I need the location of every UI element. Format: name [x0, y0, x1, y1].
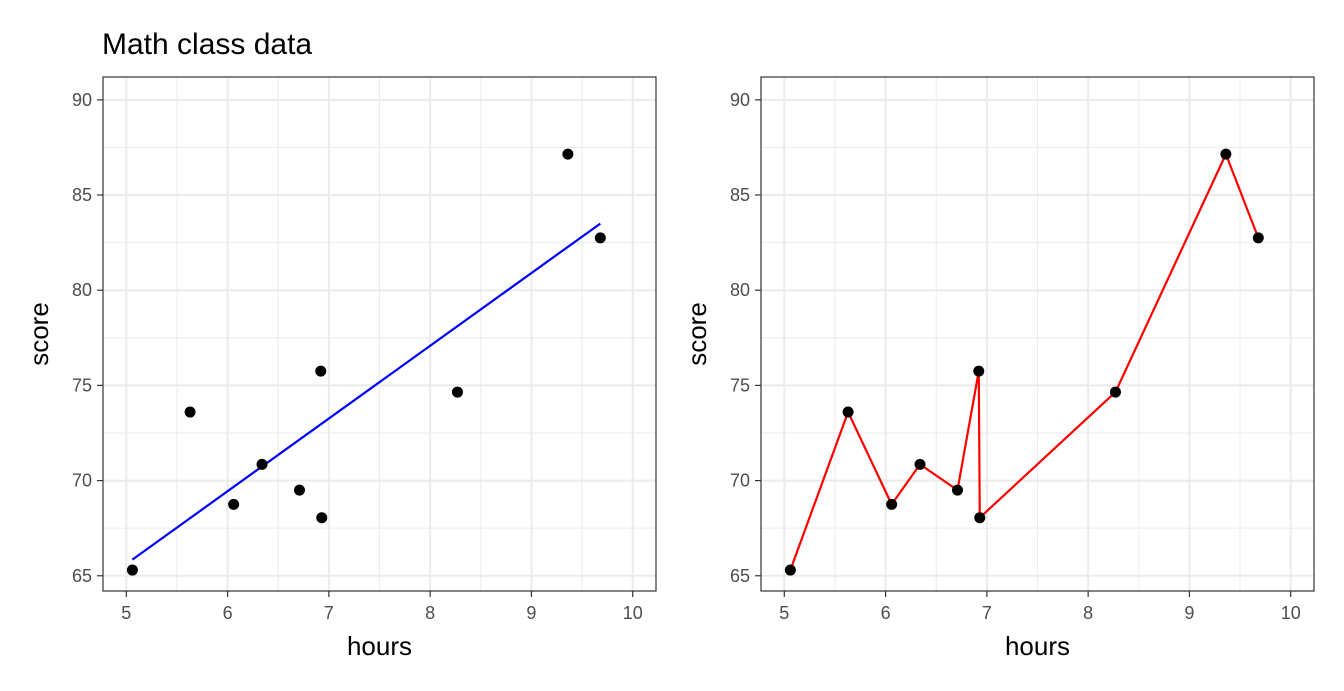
y-tick-label: 85 [730, 185, 750, 205]
y-tick-label: 65 [72, 566, 92, 586]
data-point [562, 148, 574, 160]
data-point [886, 498, 898, 510]
x-tick-label: 5 [121, 603, 131, 623]
left-panel: 5 6 7 8 9 10 65 70 75 80 85 90 hours score [24, 76, 657, 661]
x-tick-label: 9 [1184, 603, 1194, 623]
x-tick-label: 7 [982, 603, 992, 623]
data-point [228, 498, 240, 510]
panel-border [760, 76, 1315, 592]
y-axis-title: score [682, 302, 712, 366]
y-tick-label: 80 [72, 280, 92, 300]
y-tick-label: 65 [730, 566, 750, 586]
data-point [914, 458, 926, 470]
y-axis-title: score [24, 302, 54, 366]
data-point [315, 365, 327, 377]
data-point [184, 406, 196, 418]
y-tick-label: 70 [72, 471, 92, 491]
x-tick-label: 6 [881, 603, 891, 623]
data-point [842, 406, 854, 418]
y-tick-label: 90 [730, 90, 750, 110]
y-tick-label: 80 [730, 280, 750, 300]
y-tick-label: 90 [72, 90, 92, 110]
connecting-line [789, 153, 1260, 571]
data-point [974, 512, 986, 524]
data-point [126, 564, 138, 576]
x-axis-title: hours [347, 631, 412, 661]
x-tick-label: 9 [526, 603, 536, 623]
y-tick-label: 70 [730, 471, 750, 491]
data-point [1109, 386, 1121, 398]
data-point [973, 365, 985, 377]
x-tick-label: 8 [425, 603, 435, 623]
x-tick-label: 10 [623, 603, 643, 623]
y-tick-label: 75 [730, 375, 750, 395]
data-point [1220, 148, 1232, 160]
x-axis-title: hours [1005, 631, 1070, 661]
regression-line [131, 222, 601, 561]
data-point [1252, 232, 1264, 244]
x-tick-label: 5 [779, 603, 789, 623]
data-point [451, 386, 463, 398]
data-point [316, 512, 328, 524]
data-point [951, 484, 963, 496]
panel-border [102, 76, 657, 592]
x-tick-label: 6 [223, 603, 233, 623]
x-tick-label: 8 [1083, 603, 1093, 623]
data-point [594, 232, 606, 244]
x-tick-label: 7 [324, 603, 334, 623]
data-point [784, 564, 796, 576]
chart-title: Math class data [102, 28, 312, 61]
y-tick-label: 75 [72, 375, 92, 395]
data-point [293, 484, 305, 496]
y-tick-label: 85 [72, 185, 92, 205]
data-point [256, 458, 268, 470]
right-panel: 5 6 7 8 9 10 65 70 75 80 85 90 hours score [682, 76, 1315, 661]
x-tick-label: 10 [1281, 603, 1301, 623]
